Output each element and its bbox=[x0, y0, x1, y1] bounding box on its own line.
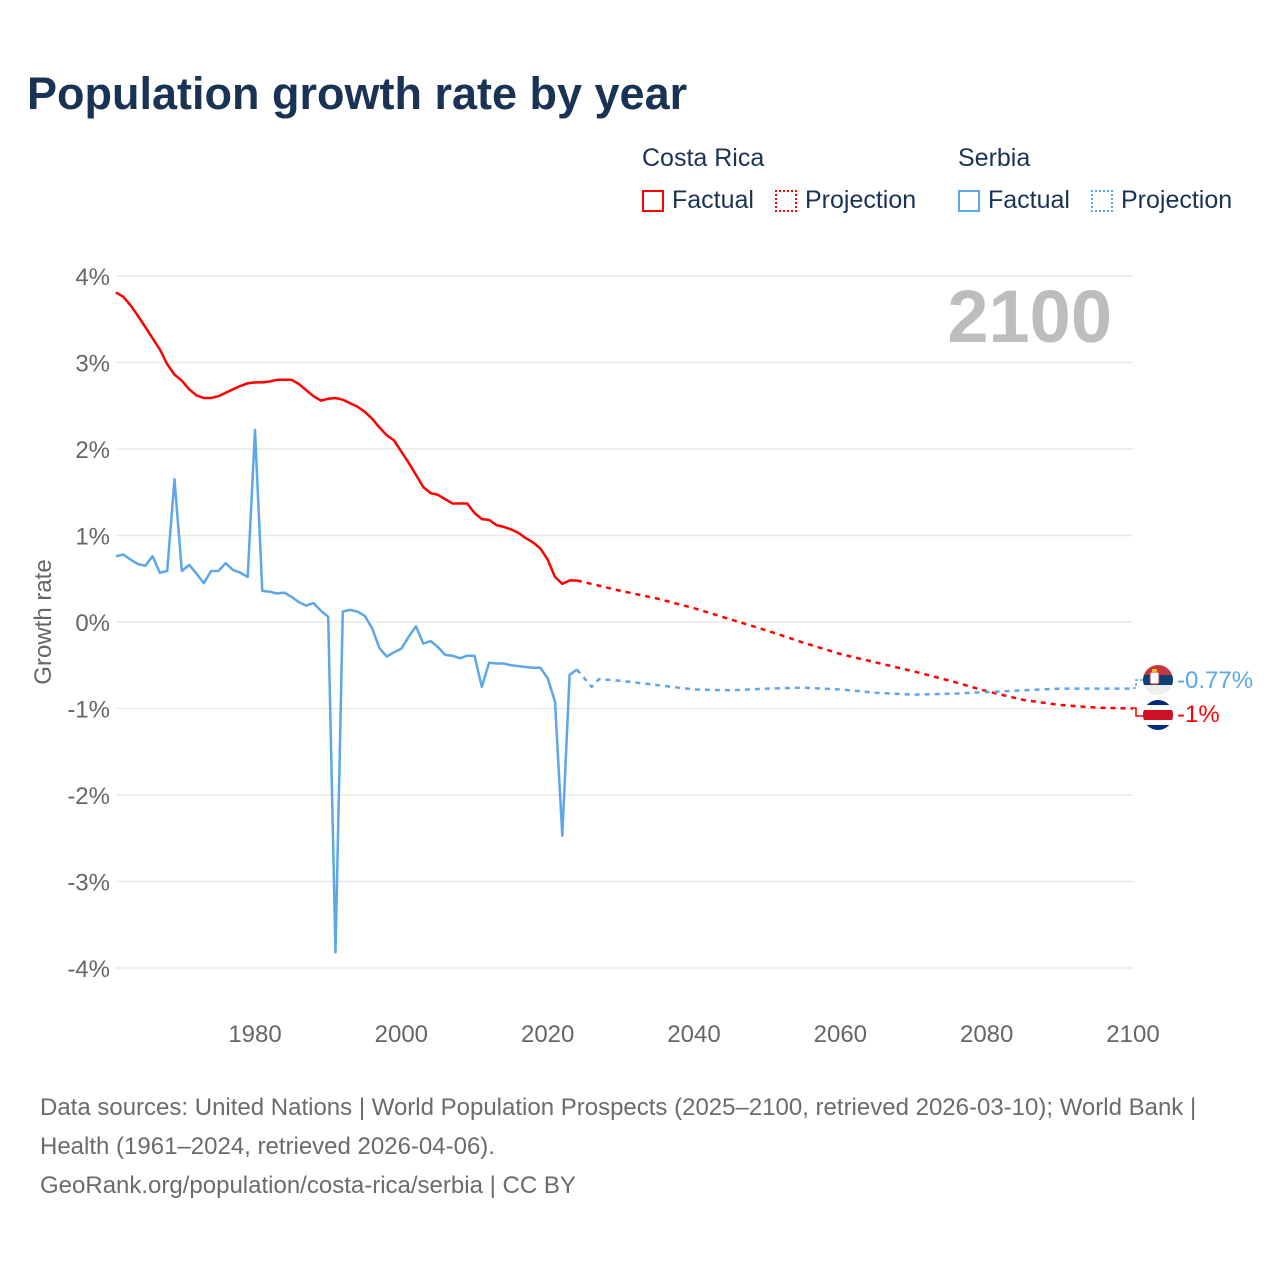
y-tick-label: -2% bbox=[67, 783, 110, 810]
legend-label: Projection bbox=[805, 186, 917, 214]
serbia-factual-line bbox=[115, 428, 578, 954]
legend-label: Projection bbox=[1121, 186, 1233, 214]
costa-rica-flag-icon bbox=[1143, 700, 1173, 730]
y-tick-label: 1% bbox=[75, 524, 110, 551]
year-indicator: 2100 bbox=[947, 275, 1112, 358]
x-tick-label: 2040 bbox=[667, 1021, 720, 1048]
serbia-flag-icon bbox=[1143, 665, 1173, 695]
legend-swatch-dotted bbox=[775, 189, 797, 212]
footer: Data sources: United Nations | World Pop… bbox=[40, 1088, 1240, 1205]
x-tick-label: 1980 bbox=[228, 1021, 281, 1048]
legend-swatch-solid bbox=[958, 189, 980, 212]
credit-link[interactable]: GeoRank.org/population/costa-rica/serbia… bbox=[40, 1172, 576, 1199]
legend-label: Factual bbox=[988, 186, 1070, 214]
costa-rica-end-connector bbox=[1133, 707, 1146, 717]
y-tick-label: 2% bbox=[75, 437, 110, 464]
legend-country-costa-rica: Costa Rica bbox=[642, 144, 765, 172]
serbia-projection-line bbox=[575, 668, 1133, 696]
legend-costa-rica-factual[interactable]: Factual bbox=[642, 186, 754, 215]
chart-title: Population growth rate by year bbox=[27, 68, 688, 119]
data-sources: Data sources: United Nations | World Pop… bbox=[40, 1094, 1197, 1160]
x-tick-label: 2020 bbox=[521, 1021, 574, 1048]
y-tick-label: -1% bbox=[67, 697, 110, 724]
y-tick-label: 4% bbox=[75, 264, 110, 291]
costa-rica-factual-line bbox=[115, 291, 577, 586]
y-tick-label: -3% bbox=[67, 870, 110, 897]
legend-costa-rica-projection[interactable]: Projection bbox=[775, 186, 916, 215]
legend-serbia-factual[interactable]: Factual bbox=[958, 186, 1070, 215]
legend-swatch-solid bbox=[642, 189, 664, 212]
costa-rica-projection-line bbox=[576, 579, 1134, 710]
x-tick-label: 2080 bbox=[960, 1021, 1013, 1048]
costa-rica-end-value: -1% bbox=[1177, 701, 1220, 728]
y-tick-label: -4% bbox=[67, 956, 110, 983]
legend-swatch-dotted bbox=[1091, 189, 1113, 212]
y-axis-label: Growth rate bbox=[30, 559, 57, 684]
y-tick-label: 0% bbox=[75, 610, 110, 637]
legend-label: Factual bbox=[672, 186, 754, 214]
serbia-end-value: -0.77% bbox=[1177, 667, 1253, 694]
y-tick-label: 3% bbox=[75, 351, 110, 378]
legend-serbia-projection[interactable]: Projection bbox=[1091, 186, 1232, 215]
x-tick-label: 2100 bbox=[1106, 1021, 1159, 1048]
x-tick-label: 2000 bbox=[375, 1021, 428, 1048]
x-tick-label: 2060 bbox=[814, 1021, 867, 1048]
legend-country-serbia: Serbia bbox=[958, 144, 1031, 172]
serbia-end-connector bbox=[1133, 679, 1146, 689]
